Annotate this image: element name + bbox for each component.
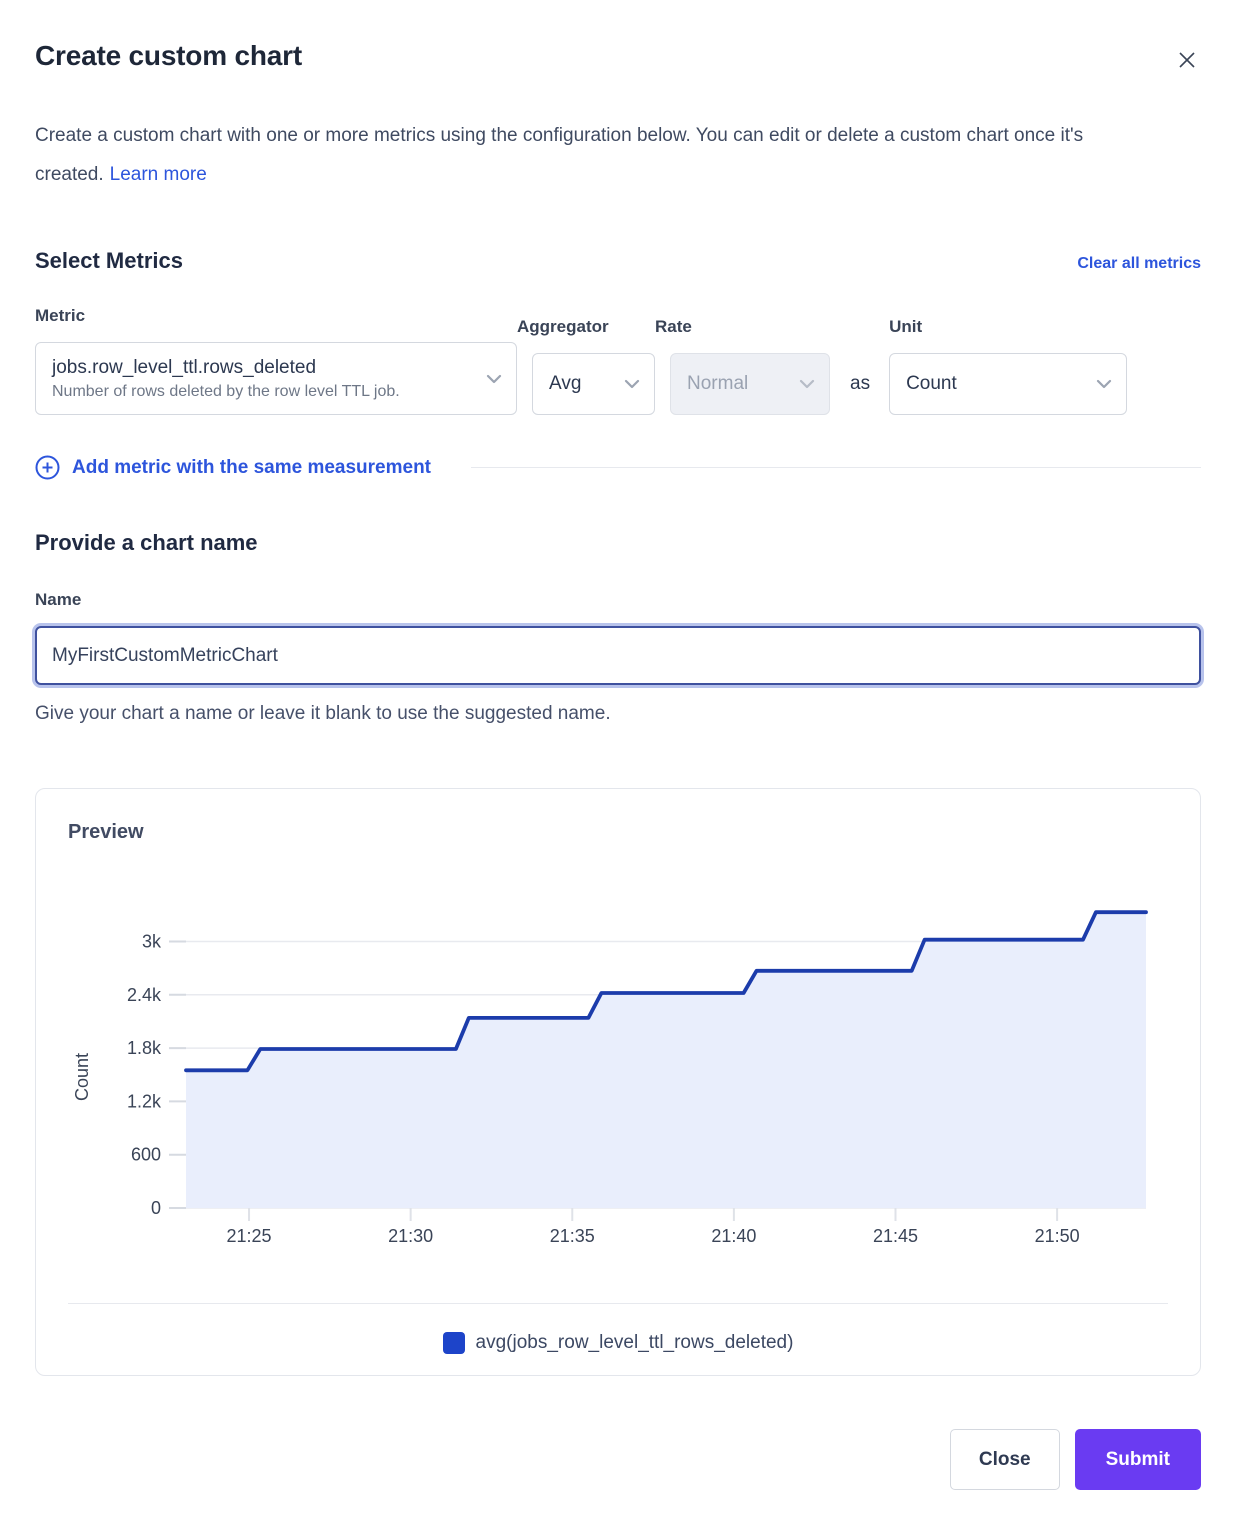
y-tick-label: 600 [131,1145,161,1165]
series-area [186,912,1146,1208]
close-button[interactable]: Close [949,1429,1060,1490]
aggregator-select-value: Avg [549,373,582,394]
modal-description: Create a custom chart with one or more m… [35,116,1191,194]
x-tick-label: 21:40 [711,1226,756,1246]
rate-select-value: Normal [687,373,749,394]
metric-config-row: Metric jobs.row_level_ttl.rows_deleted N… [35,306,1201,415]
chart-name-heading: Provide a chart name [35,530,258,555]
rate-field-group: Rate Normal [655,317,830,415]
aggregator-field-group: Aggregator Avg [517,317,655,415]
preview-card: Preview 0 600 1.2k 1.8k 2.4k 3k 21:25 21:30 21:3… [35,788,1201,1376]
close-icon[interactable] [1173,46,1201,74]
learn-more-link[interactable]: Learn more [109,164,207,185]
y-tick-label: 2.4k [127,985,162,1005]
aggregator-select[interactable]: Avg [532,353,655,415]
select-metrics-heading: Select Metrics [35,248,183,273]
legend-label: avg(jobs_row_level_ttl_rows_deleted) [475,1332,794,1353]
metric-label: Metric [35,306,86,325]
y-tick-label: 1.2k [127,1091,162,1111]
select-metrics-header: Select Metrics Clear all metrics [35,248,1201,274]
page-title: Create custom chart [35,40,302,71]
unit-label: Unit [889,317,923,336]
x-tick-label: 21:50 [1035,1226,1080,1246]
divider [471,467,1201,468]
unit-field-group: Unit Count [889,317,1128,415]
series-line [184,910,1148,1073]
rate-select: Normal [670,353,830,415]
modal-footer: Close Submit [35,1429,1201,1526]
metric-select[interactable]: jobs.row_level_ttl.rows_deleted Number o… [35,342,517,415]
as-label: as [850,373,871,394]
chart-name-input[interactable] [35,626,1201,685]
metric-select-value: jobs.row_level_ttl.rows_deleted [52,356,317,378]
x-tick-label: 21:45 [873,1226,918,1246]
metric-select-description: Number of rows deleted by the row level … [52,382,400,400]
chevron-down-icon [799,379,815,389]
chevron-down-icon [486,374,502,384]
x-tick-label: 21:25 [227,1226,272,1246]
plus-circle-icon [35,455,60,480]
chevron-down-icon [624,379,640,389]
legend-swatch [442,1332,465,1354]
preview-chart: 0 600 1.2k 1.8k 2.4k 3k 21:25 21:30 21:35 21:40 21… [72,910,1148,1246]
unit-select-value: Count [906,373,957,394]
y-tick-label: 1.8k [127,1038,162,1058]
name-label: Name [35,590,82,609]
divider [68,1303,1168,1304]
add-metric-row: Add metric with the same measurement [35,455,1201,480]
x-tick-label: 21:30 [388,1226,433,1246]
y-tick-label: 0 [151,1198,161,1218]
aggregator-label: Aggregator [517,317,609,336]
modal-header: Create custom chart [35,40,1201,74]
metric-field-group: Metric jobs.row_level_ttl.rows_deleted N… [35,306,517,415]
preview-heading: Preview [68,821,144,843]
submit-button[interactable]: Submit [1074,1429,1201,1490]
chart-legend: avg(jobs_row_level_ttl_rows_deleted) [36,1332,1200,1354]
add-metric-link[interactable]: Add metric with the same measurement [35,455,431,480]
name-helper-text: Give your chart a name or leave it blank… [35,703,611,724]
rate-label: Rate [655,317,692,336]
unit-select[interactable]: Count [889,353,1128,415]
y-tick-label: 3k [142,932,162,952]
chevron-down-icon [1096,379,1112,389]
clear-all-metrics-link[interactable]: Clear all metrics [1077,255,1201,272]
add-metric-link-label: Add metric with the same measurement [72,456,431,478]
y-axis-title: Count [72,1053,92,1101]
description-text: Create a custom chart with one or more m… [35,125,1084,185]
x-tick-label: 21:35 [550,1226,595,1246]
